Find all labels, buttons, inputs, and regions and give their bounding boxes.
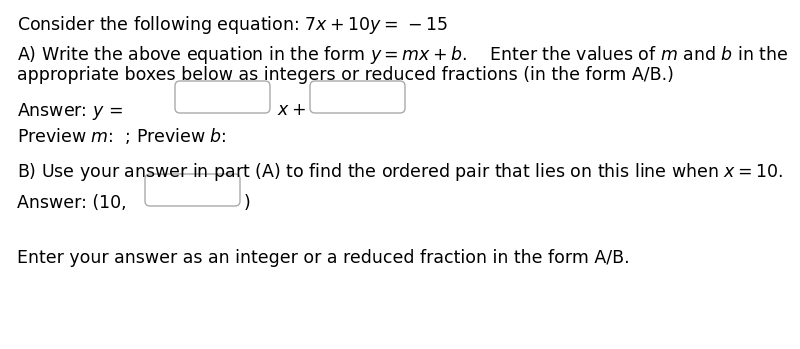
FancyBboxPatch shape xyxy=(175,81,270,113)
Text: Answer: $y\,=$: Answer: $y\,=$ xyxy=(17,101,124,122)
Text: Preview $m$:  ; Preview $b$:: Preview $m$: ; Preview $b$: xyxy=(17,126,226,146)
FancyBboxPatch shape xyxy=(310,81,405,113)
Text: $x +$: $x +$ xyxy=(277,101,306,119)
Text: ): ) xyxy=(244,194,250,212)
Text: Consider the following equation: $7x + 10y =\, -15$: Consider the following equation: $7x + 1… xyxy=(17,14,448,36)
Text: Answer: (10,: Answer: (10, xyxy=(17,194,126,212)
FancyBboxPatch shape xyxy=(145,174,240,206)
Text: appropriate boxes below as integers or reduced fractions (in the form A/B.): appropriate boxes below as integers or r… xyxy=(17,66,674,84)
Text: Enter your answer as an integer or a reduced fraction in the form A/B.: Enter your answer as an integer or a red… xyxy=(17,249,630,267)
Text: B) Use your answer in part (A) to find the ordered pair that lies on this line w: B) Use your answer in part (A) to find t… xyxy=(17,161,783,183)
Text: A) Write the above equation in the form $y = mx + b$.  Enter the values of $m$ a: A) Write the above equation in the form … xyxy=(17,44,789,66)
